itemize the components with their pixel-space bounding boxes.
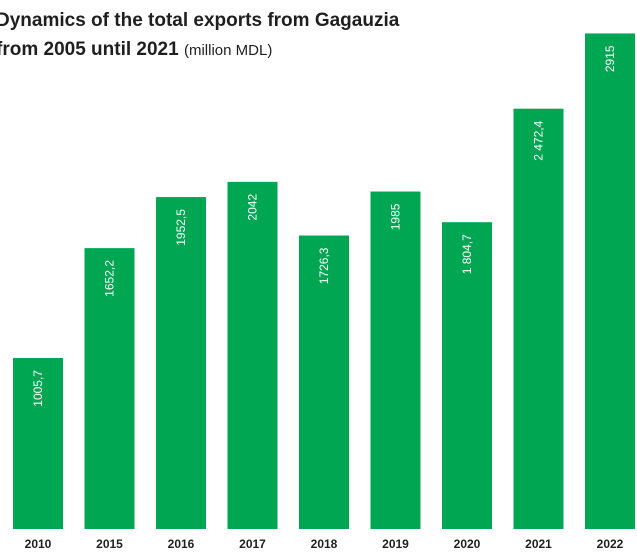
x-tick-label-2015: 2015	[96, 537, 123, 551]
chart-title-line-2: from 2005 until 2021 (million MDL)	[0, 35, 516, 65]
value-label-2016: 1952,5	[174, 209, 188, 246]
chart-title-years: from 2005 until 2021	[0, 39, 179, 60]
value-label-2015: 1652,2	[103, 260, 117, 297]
bar-2020	[442, 222, 492, 530]
value-label-2021: 2 472,4	[532, 120, 546, 160]
x-tick-label-2018: 2018	[311, 537, 338, 551]
bar-2016	[156, 197, 206, 529]
value-label-2017: 2042	[246, 194, 260, 221]
chart-title-line-1: Dynamics of the total exports from Gagau…	[0, 10, 400, 31]
bar-2017	[227, 181, 278, 530]
x-tick-label-2021: 2021	[525, 537, 552, 551]
bar-2010	[13, 358, 63, 529]
bar-2015	[84, 248, 135, 529]
x-tick-label-2010: 2010	[25, 537, 52, 551]
x-tick-label-2020: 2020	[454, 537, 481, 551]
value-label-2019: 1985	[389, 203, 403, 230]
bar-2021	[513, 108, 564, 529]
value-label-2010: 1005,7	[31, 370, 45, 407]
x-tick-label-2019: 2019	[382, 537, 409, 551]
value-label-2022: 2915	[603, 45, 617, 72]
value-label-2018: 1726,3	[317, 247, 331, 284]
bar-2019	[370, 191, 421, 530]
chart-title: Dynamics of the total exports from Gagau…	[0, 6, 516, 65]
bar-2022	[585, 33, 635, 529]
x-tick-label-2022: 2022	[597, 537, 624, 551]
chart-unit-label: (million MDL)	[183, 42, 273, 59]
bar-2018	[299, 235, 349, 530]
x-tick-label-2017: 2017	[239, 537, 266, 551]
value-label-2020: 1 804,7	[460, 234, 474, 274]
x-tick-label-2016: 2016	[168, 537, 195, 551]
